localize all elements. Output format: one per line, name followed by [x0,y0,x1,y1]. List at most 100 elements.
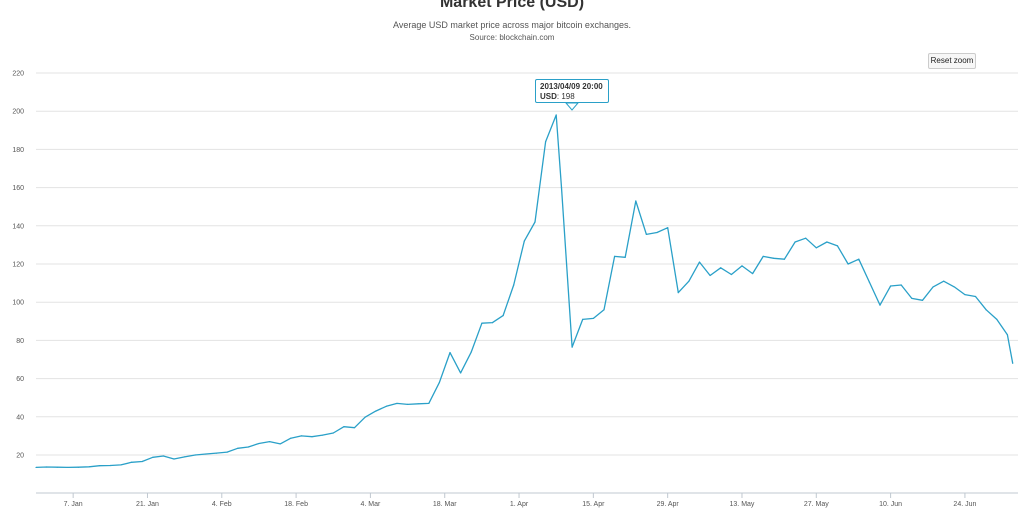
data-point[interactable] [523,240,525,242]
data-point[interactable] [152,456,154,458]
data-point[interactable] [375,410,377,412]
data-point[interactable] [332,432,334,434]
data-point[interactable] [343,426,345,428]
data-point[interactable] [109,464,111,467]
data-point[interactable] [247,446,249,448]
data-point[interactable] [141,460,143,463]
data-point[interactable] [396,402,398,405]
data-point[interactable] [656,231,658,234]
tooltip-separator: : [556,92,562,101]
data-point[interactable] [215,452,218,454]
data-point[interactable] [279,443,281,445]
data-point[interactable] [943,280,945,282]
data-point[interactable] [667,227,669,229]
data-point[interactable] [300,435,303,437]
data-point[interactable] [35,466,37,469]
data-point[interactable] [268,441,271,443]
data-point[interactable] [470,351,472,353]
data-point[interactable] [88,466,90,468]
data-point[interactable] [645,233,648,235]
data-point[interactable] [173,458,175,460]
data-point[interactable] [449,352,451,354]
data-point[interactable] [624,256,626,258]
data-point[interactable] [592,317,594,320]
data-point[interactable] [974,295,977,298]
data-point[interactable] [502,314,504,317]
data-point[interactable] [720,267,722,269]
data-point[interactable] [953,286,955,288]
data-point[interactable] [836,245,839,247]
data-point[interactable] [364,416,366,418]
data-point[interactable] [815,247,817,249]
data-point[interactable] [438,381,441,384]
data-point[interactable] [571,346,573,348]
data-point[interactable] [56,466,58,468]
data-point[interactable] [560,187,563,189]
data-point[interactable] [688,280,690,282]
data-point[interactable] [794,241,796,243]
data-point[interactable] [613,255,616,257]
data-point[interactable] [698,261,701,263]
data-point[interactable] [805,237,807,239]
data-point[interactable] [582,318,584,320]
data-point[interactable] [783,258,786,260]
data-point[interactable] [555,114,557,116]
data-point[interactable] [67,466,69,469]
data-point[interactable] [921,299,924,301]
data-point[interactable] [1006,334,1008,336]
data-point[interactable] [964,293,966,296]
data-point[interactable] [237,447,239,449]
data-point[interactable] [491,322,494,324]
data-point[interactable] [635,200,637,202]
data-point[interactable] [826,241,828,243]
data-point[interactable] [120,464,122,466]
data-point[interactable] [900,284,902,286]
data-point[interactable] [911,297,913,299]
data-point[interactable] [46,466,48,468]
data-point[interactable] [184,456,186,458]
data-point[interactable] [773,257,775,259]
data-point[interactable] [677,292,679,294]
data-point[interactable] [1012,362,1014,364]
data-point[interactable] [603,309,605,311]
data-point[interactable] [890,285,892,287]
reset-zoom-button[interactable]: Reset zoom [928,53,976,69]
data-point[interactable] [162,455,164,457]
data-point[interactable] [481,322,483,324]
data-point[interactable] [544,141,547,143]
data-point[interactable] [730,273,732,276]
data-point[interactable] [985,309,987,311]
data-point[interactable] [194,454,196,456]
data-point[interactable] [290,437,292,439]
data-point[interactable] [417,403,419,405]
data-point[interactable] [406,403,409,405]
data-point[interactable] [226,451,228,453]
data-point[interactable] [513,284,515,286]
data-point[interactable] [858,258,860,260]
data-point[interactable] [322,434,324,436]
data-point[interactable] [205,453,207,455]
data-point[interactable] [99,465,101,467]
data-point[interactable] [534,221,536,223]
data-point[interactable] [428,402,430,405]
data-point[interactable] [932,286,934,288]
data-point[interactable] [847,263,849,265]
series-line-usd[interactable] [35,114,1014,469]
data-point[interactable] [868,281,870,283]
data-point[interactable] [709,274,711,277]
data-point[interactable] [311,436,313,438]
x-tick-label: 1. Apr [510,501,529,508]
data-point[interactable] [353,427,356,429]
data-point[interactable] [762,255,764,257]
data-point[interactable] [385,405,387,407]
data-point[interactable] [460,372,462,374]
data-point[interactable] [77,466,80,468]
data-point[interactable] [130,461,133,463]
data-point[interactable] [258,442,260,445]
data-point[interactable] [741,265,743,267]
data-point[interactable] [879,304,881,306]
data-point[interactable] [996,318,998,320]
data-point[interactable] [751,272,754,275]
